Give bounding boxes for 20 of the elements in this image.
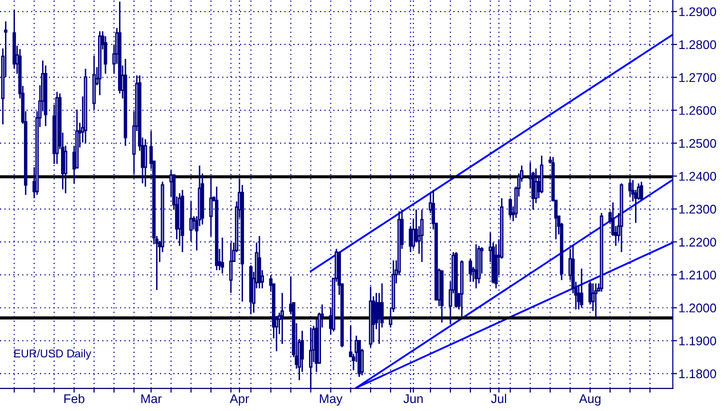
y-tick-label: 1.2300: [679, 204, 716, 214]
y-tick-label: 1.1900: [679, 336, 716, 346]
x-tick-label: Apr: [230, 394, 249, 406]
y-tick-label: 1.2400: [679, 172, 716, 181]
x-tick-label: Jun: [403, 394, 423, 404]
y-tick-label: 1.2200: [679, 238, 716, 247]
y-tick-label: 1.2700: [679, 73, 716, 82]
y-tick-label: 1.1800: [679, 369, 716, 378]
x-tick-label: May: [320, 394, 342, 406]
y-tick-label: 1.2100: [679, 270, 716, 280]
y-tick-label: 1.2800: [679, 40, 716, 50]
annotation: EUR/USD Daily: [14, 349, 92, 360]
y-tick-label: 1.2900: [679, 7, 716, 16]
x-tick-label: Mar: [141, 394, 162, 404]
x-tick-label: Jul: [491, 394, 506, 404]
x-tick-label: Feb: [64, 394, 84, 404]
x-tick-label: Aug: [579, 394, 600, 406]
y-tick-label: 1.2600: [679, 106, 716, 115]
y-tick-label: 1.2000: [679, 304, 716, 312]
y-tick-label: 1.2500: [679, 138, 716, 148]
